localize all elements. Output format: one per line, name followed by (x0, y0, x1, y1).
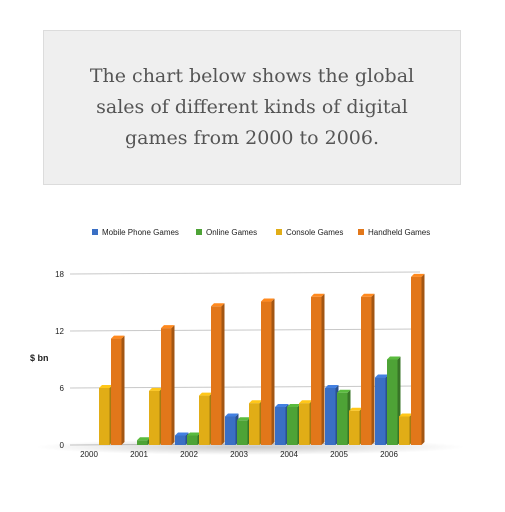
bar-top (337, 389, 351, 393)
legend-swatch (92, 229, 98, 235)
bar-top (99, 385, 113, 388)
x-tick-label: 2004 (280, 450, 298, 459)
bar (325, 388, 336, 445)
x-tick-label: 2006 (380, 450, 398, 459)
bar-top (325, 385, 339, 388)
bar (299, 403, 310, 445)
bar-top (149, 387, 163, 391)
bar (225, 416, 236, 445)
legend-label: Mobile Phone Games (102, 228, 179, 237)
bar (211, 306, 222, 445)
legend-swatch (196, 229, 202, 235)
bar (387, 359, 398, 445)
bar-top (387, 356, 401, 360)
bars (99, 273, 425, 445)
bar (375, 377, 386, 445)
bar-side (171, 325, 175, 445)
bar-top (261, 298, 275, 302)
bar (337, 392, 348, 445)
prompt-text: The chart below shows the global sales o… (89, 65, 415, 149)
bar (199, 395, 210, 445)
bar-side (421, 273, 425, 445)
bar-top (311, 293, 325, 297)
legend: Mobile Phone Games Online Games Console Ga… (92, 228, 430, 237)
bar-top (275, 404, 289, 407)
bar-top (225, 413, 239, 417)
x-tick-label: 2003 (230, 450, 248, 459)
y-tick-label: 6 (60, 384, 65, 393)
bar (411, 276, 422, 445)
bar-top (349, 407, 363, 411)
bar-side (271, 298, 275, 445)
bar-top (175, 432, 189, 436)
legend-label: Console Games (286, 228, 343, 237)
bar-top (361, 293, 375, 297)
y-tick-label: 12 (55, 327, 64, 336)
bar-chart: Mobile Phone Games Online Games Console Ga… (30, 228, 465, 459)
bar-top (237, 417, 251, 421)
bar-top (287, 404, 301, 407)
legend-label: Online Games (206, 228, 257, 237)
bar-top (187, 432, 201, 436)
bar (399, 416, 410, 445)
bar-top (375, 374, 389, 378)
bar (237, 420, 248, 445)
bar-top (111, 335, 125, 339)
bar (275, 407, 286, 445)
bar-top (199, 392, 213, 396)
bar (99, 388, 110, 445)
legend-swatch (358, 229, 364, 235)
bar (111, 338, 122, 445)
bar (137, 440, 148, 445)
legend-label: Handheld Games (368, 228, 430, 237)
bar-side (221, 303, 225, 445)
bar (261, 301, 272, 445)
x-tick-label: 2001 (130, 450, 148, 459)
x-tick-label: 2000 (80, 450, 98, 459)
x-tick-label: 2002 (180, 450, 198, 459)
x-axis-ticks: 2000 2001 2002 2003 2004 2005 2006 (80, 450, 398, 459)
bar-side (321, 293, 325, 445)
gridline (69, 271, 421, 275)
bar (175, 435, 186, 445)
y-axis-label: $ bn (30, 353, 49, 363)
bar-top (399, 413, 413, 417)
y-tick-label: 18 (55, 270, 64, 279)
bar-side (121, 335, 125, 445)
prompt-box: The chart below shows the global sales o… (43, 30, 461, 185)
bar-side (371, 293, 375, 445)
x-tick-label: 2005 (330, 450, 348, 459)
bar-top (299, 400, 313, 404)
bar (149, 390, 160, 445)
bar-top (211, 303, 225, 307)
bar (161, 328, 172, 445)
bar (349, 410, 360, 445)
bar-top (411, 273, 425, 277)
legend-swatch (276, 229, 282, 235)
bar (287, 407, 298, 445)
bar-top (161, 325, 175, 329)
bar (361, 296, 372, 445)
bar (249, 403, 260, 445)
bar-top (249, 400, 263, 404)
y-axis-ticks: 061218 (55, 270, 64, 450)
bar (311, 296, 322, 445)
bar-top (137, 437, 151, 441)
bar (187, 435, 198, 445)
